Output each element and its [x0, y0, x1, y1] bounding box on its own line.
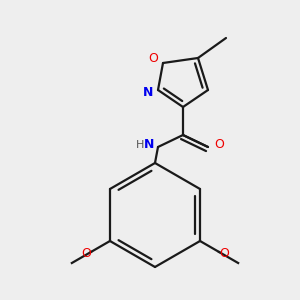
Text: O: O [219, 247, 229, 260]
Text: O: O [148, 52, 158, 65]
Text: N: N [143, 85, 153, 98]
Text: O: O [214, 139, 224, 152]
Text: N: N [144, 139, 154, 152]
Text: O: O [81, 247, 91, 260]
Text: H: H [136, 140, 144, 150]
